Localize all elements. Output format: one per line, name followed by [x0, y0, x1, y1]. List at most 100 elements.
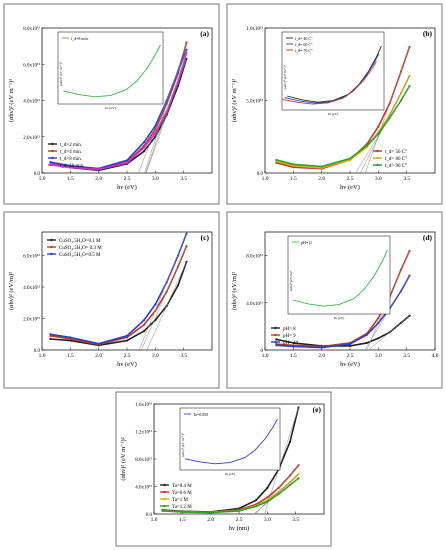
- x-axis-label: hν (eV): [117, 361, 137, 368]
- inset-legend-entry: Ta=0.8M: [193, 412, 208, 417]
- legend-marker: [50, 238, 53, 242]
- data-point: [142, 323, 146, 326]
- panel-label: (b): [423, 29, 433, 38]
- inset-legend-entry: t_d= 40 C°: [295, 36, 313, 41]
- y-tick-label: 4.0x10¹²: [23, 285, 40, 291]
- data-point: [275, 338, 278, 341]
- data-point: [142, 330, 146, 333]
- data-point: [377, 321, 380, 324]
- inset-x-label: hν (eV): [328, 112, 339, 116]
- legend-marker: [51, 156, 54, 160]
- data-point: [348, 344, 352, 347]
- data-point: [275, 344, 278, 347]
- x-tick-label: 2.0: [95, 176, 102, 182]
- x-tick-label: 1.0: [262, 176, 269, 182]
- y-tick-label: 1.0x10¹³: [246, 26, 263, 32]
- data-point: [142, 146, 146, 149]
- data-point: [288, 440, 292, 443]
- data-point: [154, 124, 157, 127]
- panel-label: (e): [313, 405, 322, 414]
- legend-entry: t_d=8 min.: [60, 157, 82, 162]
- x-tick-label: 1.5: [179, 517, 186, 523]
- data-point: [292, 163, 295, 166]
- chart-panel-a: 1.0 1.5 2.0 2.5 3.0 3.5 8.0x10¹² 6.0x10¹² 4.0x10…: [3, 3, 220, 205]
- data-point: [292, 345, 295, 348]
- y-tick-label: 8.0x10¹²: [246, 254, 263, 260]
- legend-entry: CuSO₄.5H₂O=0.5 M: [59, 253, 101, 258]
- x-tick-label: 1.0: [39, 176, 46, 182]
- data-point: [176, 284, 180, 287]
- legend-marker: [376, 156, 379, 160]
- tangent-line: [141, 246, 187, 351]
- panel-label: (d): [423, 233, 433, 242]
- x-tick-label: 1.5: [67, 353, 74, 359]
- inset-plot: t_d=8 min. hν (eV) (αhν)² (eV m⁻¹)²: [57, 31, 164, 110]
- x-axis-label: hν (nm): [229, 525, 249, 532]
- data-point: [125, 336, 129, 339]
- data-point: [69, 339, 72, 342]
- data-point: [97, 168, 100, 171]
- x-axis-label: hν (eV): [340, 361, 360, 368]
- x-tick-label: 1.0: [39, 353, 46, 359]
- data-point: [266, 500, 269, 503]
- x-tick-label: 3.0: [264, 517, 271, 523]
- data-point: [142, 150, 146, 153]
- legend-entry: t_d=4 min.: [60, 150, 82, 155]
- data-point: [49, 334, 52, 337]
- y-tick-label: 1.2x10¹³: [135, 430, 152, 436]
- legend-marker: [51, 149, 54, 153]
- inset-legend-entry: t_d=8 min.: [71, 36, 89, 41]
- inset-legend-entry: pH=11: [301, 240, 312, 245]
- tangent-line: [146, 261, 187, 351]
- tangent-line: [368, 315, 410, 351]
- data-point: [69, 336, 72, 339]
- legend-entry: pH= 10: [283, 341, 299, 346]
- x-tick-label: 4.0: [432, 353, 439, 359]
- tangent-line: [144, 42, 187, 174]
- inset-x-label: hν (eV): [105, 106, 116, 110]
- inset-y-label: (αhν)² (eV/m)²: [289, 271, 293, 292]
- inset-plot: pH=11 hν (eV) (αhν)² (eV/m)²: [287, 235, 391, 320]
- data-point: [176, 81, 180, 84]
- inset-x-label: hν (eV): [334, 316, 345, 320]
- inset-frame: [57, 31, 164, 105]
- legend: Ta=0.4 M Ta=0.6 M Ta=1 M Ta=1.2 M: [160, 483, 192, 510]
- inset-legend-entry: t_d= 70 C°: [295, 48, 313, 53]
- data-point: [97, 342, 100, 345]
- data-point: [181, 510, 184, 514]
- data-point: [320, 165, 323, 168]
- x-tick-label: 3.0: [375, 353, 382, 359]
- y-tick-label: 0: [261, 349, 264, 354]
- chart-panel-c: 1.0 1.5 2.0 2.5 3.0 3.5 6.0x10¹² 4.0x10¹² 2.0x10…: [3, 211, 220, 389]
- data-point: [142, 141, 146, 144]
- data-point: [125, 161, 129, 165]
- legend-marker: [274, 333, 277, 337]
- legend-marker: [51, 142, 54, 146]
- x-tick-label: 1.5: [67, 176, 74, 182]
- legend-marker: [274, 326, 277, 330]
- data-point: [365, 341, 369, 345]
- y-tick-label: 4.0x10¹²: [135, 485, 152, 491]
- x-tick-label: 1.0: [151, 517, 158, 523]
- x-tick-label: 2.0: [318, 176, 325, 182]
- legend-entry: t_d=2 min.: [60, 143, 82, 148]
- data-point: [320, 346, 323, 349]
- y-axis-label: (αhν)² (eV/m)²: [231, 272, 238, 310]
- data-point: [49, 337, 52, 341]
- x-tick-label: 2.5: [124, 353, 131, 359]
- y-tick-label: 0.0: [146, 513, 153, 518]
- y-tick-label: 8.0x10¹²: [23, 26, 40, 32]
- data-point: [377, 132, 380, 135]
- data-point: [254, 505, 258, 508]
- data-point: [125, 339, 129, 342]
- data-point: [154, 132, 157, 135]
- data-point: [292, 341, 295, 345]
- data-point: [237, 509, 241, 513]
- legend-entry: CuSO₄.5H₂O= 0.3 M: [59, 246, 102, 251]
- inset-series-line: [281, 61, 377, 105]
- legend: t_d= 50 C° t_d= 80 C° t_d= 90 C°: [373, 149, 407, 169]
- inset-plot: Ta=0.8M hν (eV) (αhν)² (eV m⁻¹)²: [179, 407, 281, 476]
- data-point: [365, 333, 369, 336]
- data-point: [266, 486, 269, 489]
